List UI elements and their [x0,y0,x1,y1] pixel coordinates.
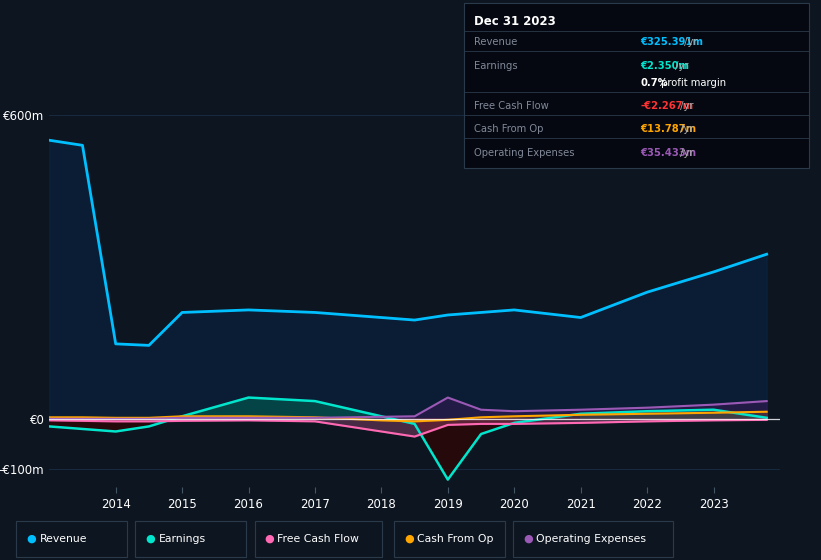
Text: /yr: /yr [681,38,698,48]
Text: Earnings: Earnings [158,534,205,544]
Text: Revenue: Revenue [39,534,87,544]
Text: ●: ● [404,534,414,544]
Text: /yr: /yr [677,101,693,111]
Text: Free Cash Flow: Free Cash Flow [277,534,360,544]
Text: ●: ● [145,534,155,544]
Text: /yr: /yr [672,60,689,71]
Text: -€2.267m: -€2.267m [640,101,694,111]
Text: /yr: /yr [677,148,693,157]
Text: ●: ● [264,534,274,544]
Text: Cash From Op: Cash From Op [417,534,493,544]
Text: €35.433m: €35.433m [640,148,696,157]
Text: €325.391m: €325.391m [640,38,704,48]
Text: €2.350m: €2.350m [640,60,690,71]
Text: profit margin: profit margin [658,78,727,88]
Text: Dec 31 2023: Dec 31 2023 [474,15,556,28]
Text: €13.787m: €13.787m [640,124,696,134]
Text: Operating Expenses: Operating Expenses [536,534,646,544]
Text: ●: ● [523,534,533,544]
Text: Cash From Op: Cash From Op [474,124,544,134]
Text: ●: ● [26,534,36,544]
Text: Operating Expenses: Operating Expenses [474,148,574,157]
Text: Free Cash Flow: Free Cash Flow [474,101,548,111]
Text: /yr: /yr [677,124,693,134]
Text: 0.7%: 0.7% [640,78,668,88]
Text: Revenue: Revenue [474,38,517,48]
Text: Earnings: Earnings [474,60,517,71]
